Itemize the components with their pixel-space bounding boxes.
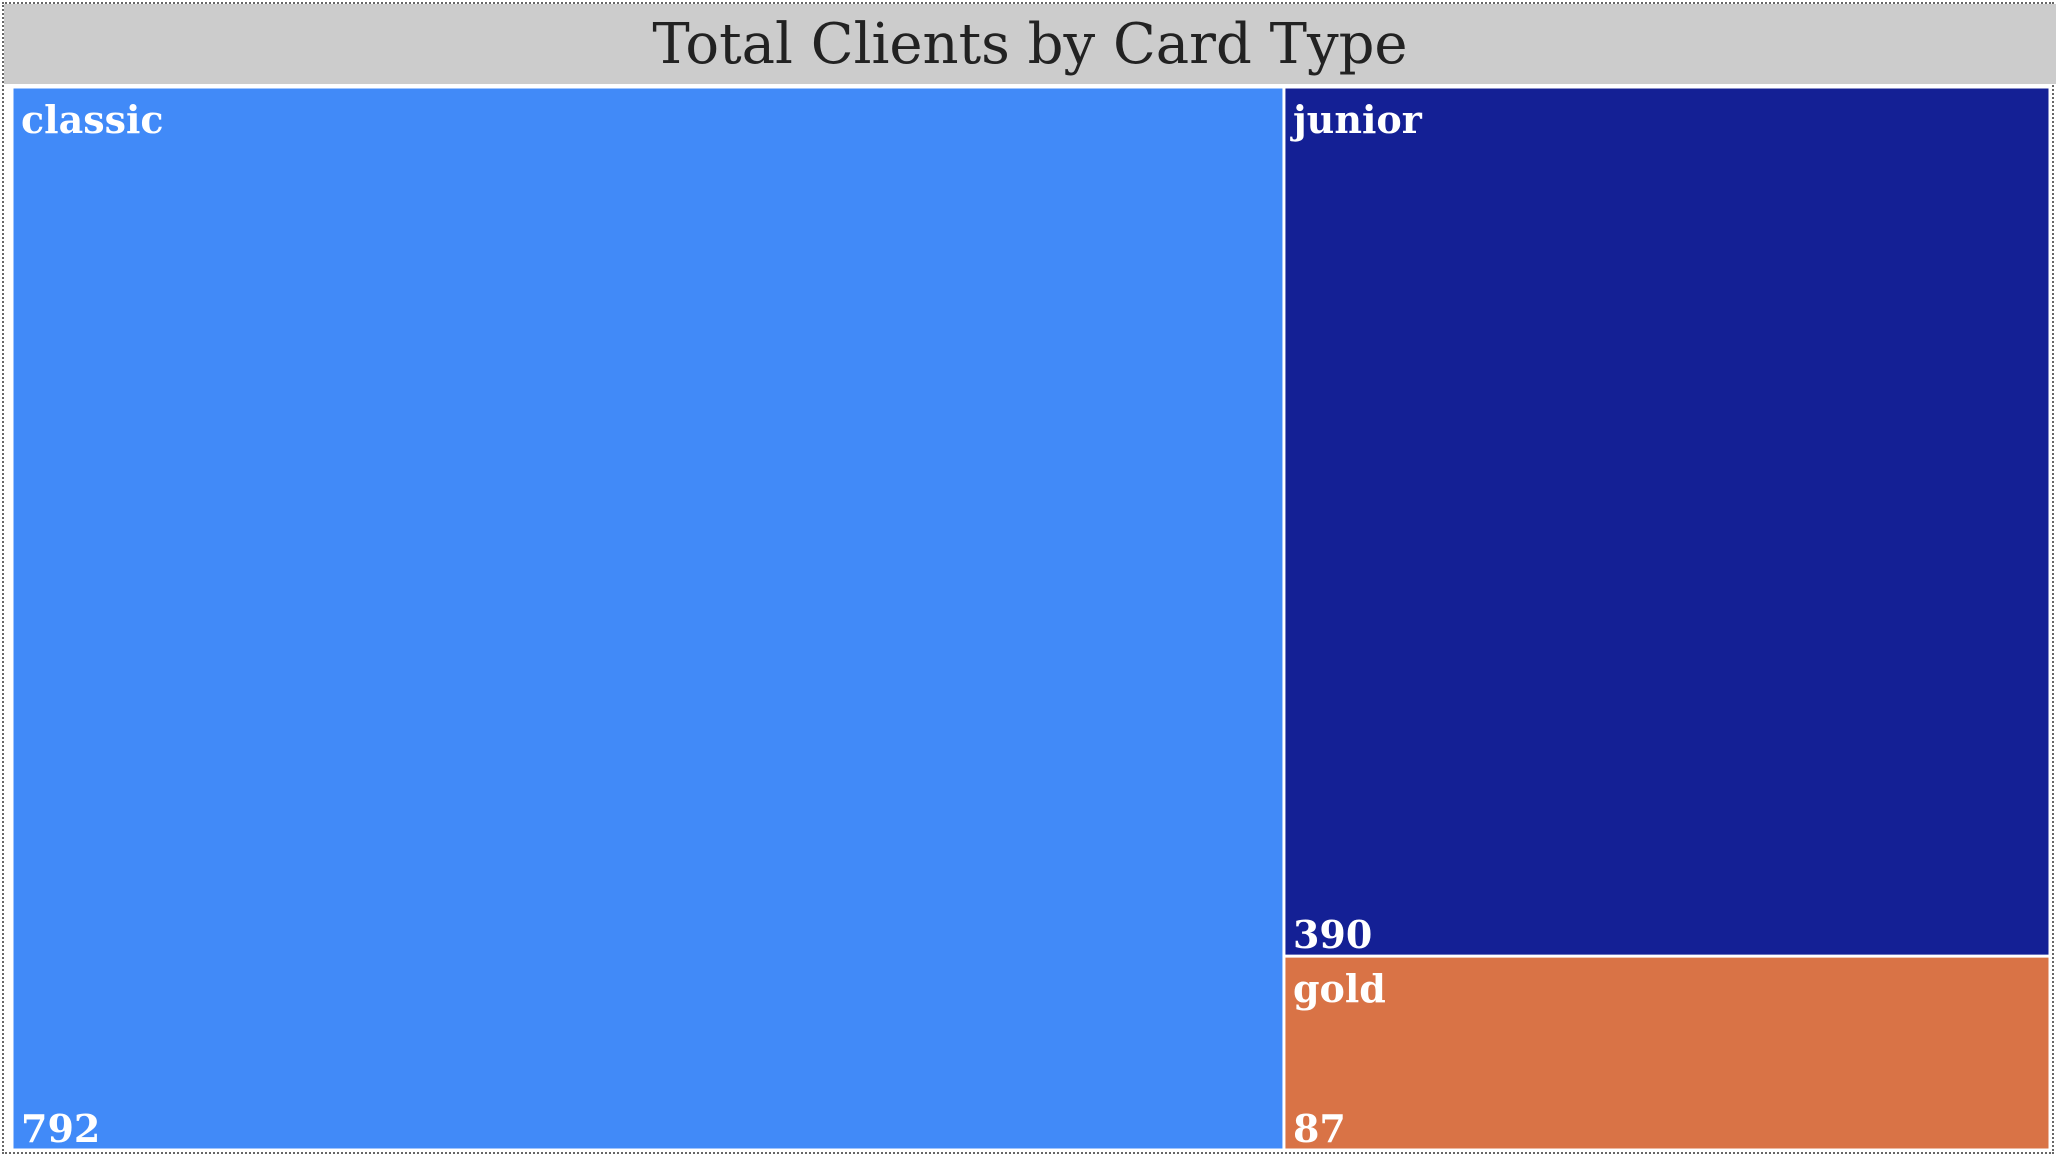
tile-gold[interactable]: gold 87 bbox=[1285, 957, 2049, 1151]
chart-title: Total Clients by Card Type bbox=[4, 4, 2056, 84]
tile-value-gold: 87 bbox=[1293, 1106, 1346, 1151]
tile-classic[interactable]: classic 792 bbox=[13, 88, 1283, 1152]
tile-value-junior: 390 bbox=[1293, 912, 1372, 957]
tile-label-classic: classic bbox=[21, 97, 164, 142]
tile-value-classic: 792 bbox=[21, 1106, 100, 1151]
tile-junior[interactable]: junior 390 bbox=[1285, 88, 2049, 958]
tile-label-gold: gold bbox=[1293, 966, 1386, 1011]
tile-label-junior: junior bbox=[1290, 97, 1423, 142]
tile-rect-classic[interactable] bbox=[13, 88, 1283, 1149]
tile-rect-gold[interactable] bbox=[1285, 957, 2049, 1149]
tile-rect-junior[interactable] bbox=[1285, 88, 2049, 955]
